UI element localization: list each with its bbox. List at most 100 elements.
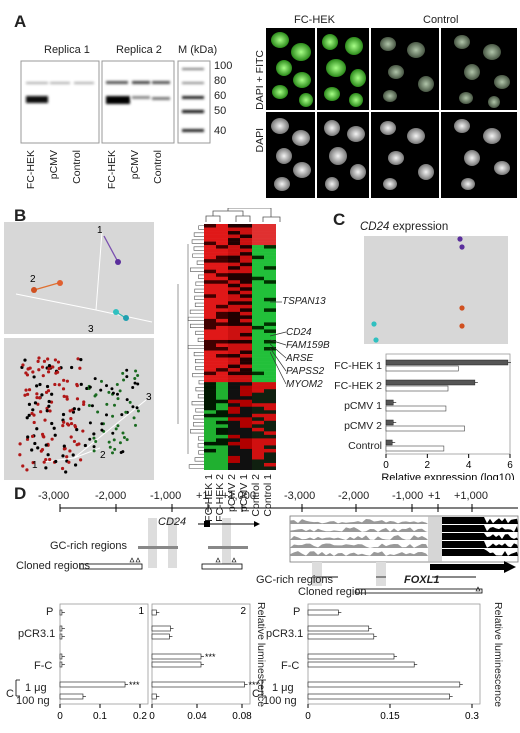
- heatmap-cell: [264, 234, 276, 239]
- cloned-region-label-right: Cloned region: [298, 586, 367, 598]
- d-bar: [151, 653, 202, 660]
- heatmap-cell: [204, 403, 216, 408]
- heatmap-cell: [252, 318, 264, 323]
- heatmap-cell: [216, 255, 228, 260]
- pca-point-green: [92, 445, 96, 449]
- dendrogram-left: [177, 225, 204, 469]
- pca-point-red: [75, 428, 79, 432]
- heatmap-cell: [252, 343, 264, 348]
- heatmap-cell: [216, 259, 228, 263]
- heatmap-cell: [228, 308, 240, 313]
- heatmap-cell: [264, 354, 276, 358]
- heatmap-cell: [252, 420, 264, 425]
- pca-point-red: [27, 402, 32, 406]
- pca-point-green: [100, 422, 104, 426]
- heatmap-cell: [240, 304, 252, 309]
- heatmap-cell: [228, 234, 240, 239]
- pca-point-green: [113, 447, 117, 451]
- heatmap-cell: [228, 224, 240, 228]
- heatmap-cell: [240, 371, 252, 376]
- pca-point-red: [33, 441, 37, 446]
- pca-point-green: [133, 377, 137, 381]
- heatmap-cell: [204, 350, 216, 355]
- heatmap-cell: [228, 399, 240, 404]
- heatmap-cell: [216, 434, 228, 439]
- heatmap-cell: [228, 403, 240, 408]
- dendrogram-branch: [191, 239, 204, 244]
- c-category-label: FC-HEK 2: [334, 380, 382, 392]
- pca-point-red: [62, 420, 66, 424]
- heatmap-cell: [204, 290, 216, 295]
- pca-point-red: [47, 399, 51, 404]
- heatmap-cell: [216, 466, 228, 470]
- heatmap-cell: [240, 339, 252, 344]
- d-bar: [151, 681, 245, 688]
- heatmap-cell: [204, 343, 216, 348]
- pca-point-red: [53, 358, 58, 362]
- pca-point-green: [92, 432, 96, 436]
- heatmap-cell: [240, 399, 252, 404]
- heatmap-cell: [252, 452, 264, 457]
- heatmap-cell: [228, 371, 240, 376]
- d-sig-marker: ***: [205, 652, 216, 662]
- heatmap-cell: [264, 406, 276, 411]
- heatmap-cell: [252, 417, 264, 422]
- pca-point-red: [27, 388, 32, 392]
- heatmap-cell: [252, 238, 264, 242]
- heatmap-cell: [240, 385, 252, 390]
- heatmap-cell: [252, 399, 264, 404]
- promoter-axis-labels: -3,000 -2,000 -1,000 +1 +1,000 -3,000 -2…: [38, 490, 518, 504]
- c-bar-light: [385, 405, 447, 412]
- heatmap-cell: [240, 287, 252, 292]
- d-bar: [151, 693, 157, 700]
- heatmap-cell: [204, 368, 216, 372]
- pca-point-green: [111, 431, 115, 435]
- row3-label-p: P: [293, 606, 301, 618]
- heatmap-cell: [264, 276, 276, 281]
- heatmap-cell: [240, 392, 252, 397]
- heatmap-cell: [264, 413, 276, 418]
- heatmap-cell: [264, 462, 276, 467]
- dendrogram-branch: [195, 387, 204, 392]
- heatmap-cell: [252, 241, 264, 246]
- d-bar: [59, 625, 63, 632]
- pca-point-red: [31, 408, 35, 412]
- heatmap-cell: [264, 399, 276, 404]
- heatmap-cell: [216, 224, 228, 228]
- pca-point-red: [71, 453, 75, 457]
- heatmap-cell: [216, 262, 228, 267]
- heatmap-cell: [204, 466, 216, 470]
- pca-point-red: [35, 427, 39, 431]
- heatmap-cell: [264, 297, 276, 302]
- c-category-label: pCMV 1: [344, 400, 382, 412]
- heatmap-cell: [240, 231, 252, 235]
- dendrogram-branch: [192, 373, 204, 378]
- heatmap-cell: [204, 311, 216, 316]
- pca-point-red: [37, 368, 41, 372]
- pca-point-green: [104, 413, 108, 417]
- heatmap-cell: [252, 245, 264, 249]
- heatmap-cell: [264, 378, 276, 383]
- heatmap-cell: [204, 266, 216, 270]
- heatmap-cell: [264, 420, 276, 425]
- heatmap-cell: [216, 234, 228, 239]
- pca-point-green: [118, 441, 122, 445]
- pca-point-red: [38, 382, 42, 387]
- heatmap-cell: [252, 347, 264, 351]
- pca-point-red: [82, 400, 86, 404]
- heatmap-cell: [240, 332, 252, 337]
- heatmap-cell: [264, 329, 276, 334]
- pca-point-green: [110, 387, 114, 391]
- c-category-label: Control: [348, 440, 382, 452]
- heatmap-cell: [228, 262, 240, 267]
- heatmap-cell: [240, 434, 252, 439]
- heatmap-cell: [264, 364, 276, 369]
- heatmap-cell: [252, 297, 264, 302]
- d-tick-label: 0.1: [93, 711, 107, 722]
- heatmap-cell: [264, 336, 276, 341]
- heatmap-cell: [228, 448, 240, 453]
- d-sig-marker: ***: [249, 680, 260, 690]
- heatmap-cell: [252, 396, 264, 401]
- heatmap-cell: [264, 259, 276, 263]
- heatmap-cell: [252, 322, 264, 327]
